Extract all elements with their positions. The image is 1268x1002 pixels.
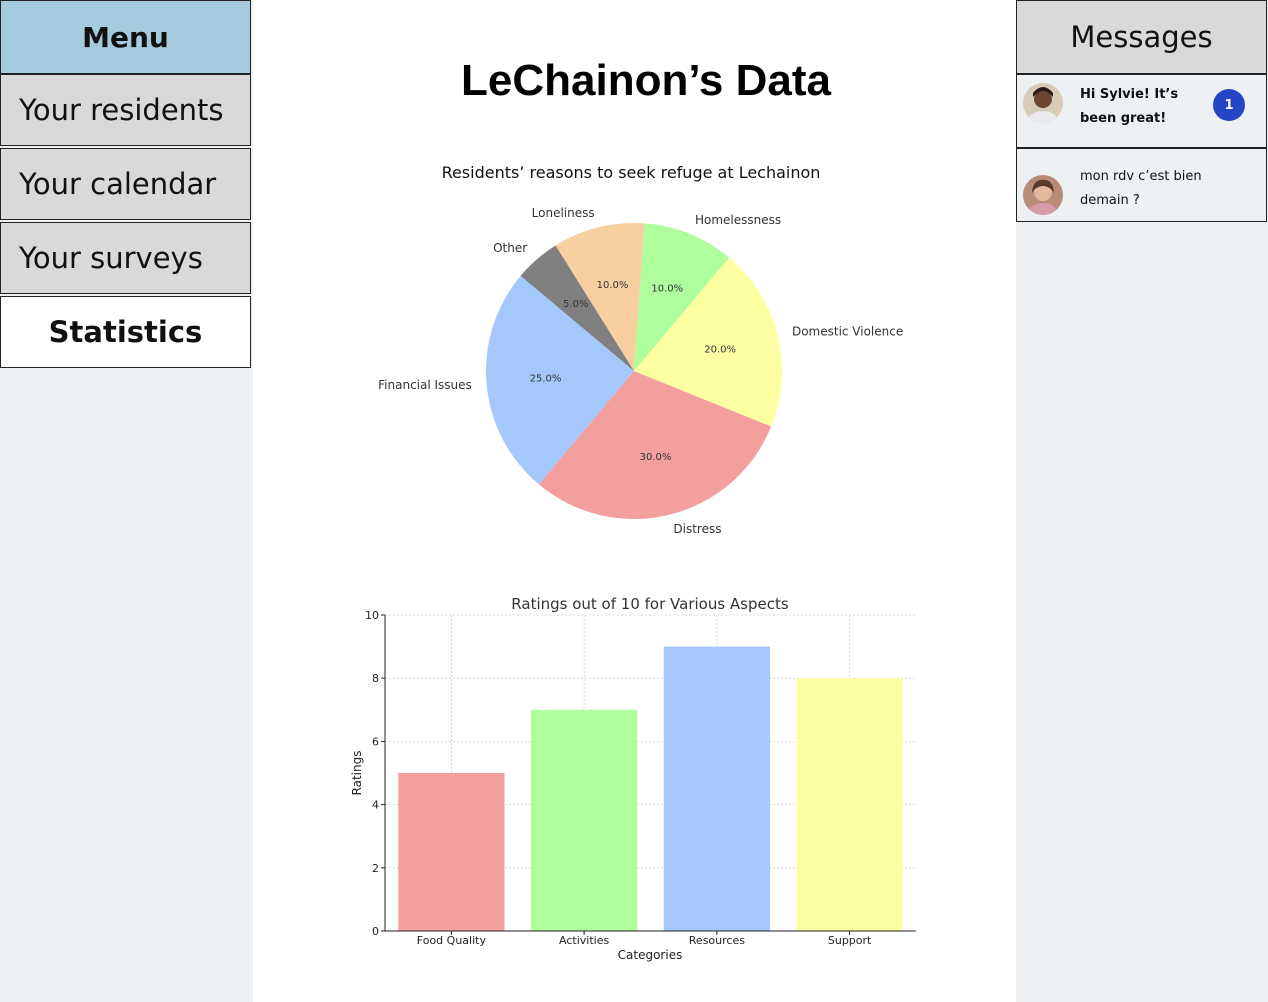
bar-support [796, 678, 903, 931]
pie-slice-domestic-violence [634, 257, 782, 427]
bar-food-quality [398, 773, 505, 931]
pie-pct-label: 20.0% [704, 345, 736, 356]
bar-chart-title: Ratings out of 10 for Various Aspects [511, 595, 789, 613]
menu-item-your-residents[interactable]: Your residents [0, 74, 251, 146]
pie-category-label: Other [493, 241, 527, 255]
pie-slice-financial-issues [486, 275, 634, 485]
avatar [1023, 83, 1063, 123]
pie-pct-label: 30.0% [640, 452, 672, 463]
user-avatar-icon [1023, 175, 1063, 215]
x-tick-label: Support [828, 934, 872, 947]
pie-category-label: Distress [673, 522, 721, 536]
pie-chart-title: Residents’ reasons to seek refuge at Lec… [442, 163, 821, 182]
message-item[interactable]: mon rdv c’est bien demain ? [1016, 148, 1267, 222]
x-tick-label: Activities [559, 934, 609, 947]
bar-resources [663, 646, 770, 931]
bar-chart: Ratings out of 10 for Various Aspects 0 2… [350, 595, 916, 962]
messages-header: Messages [1016, 0, 1267, 74]
message-text: mon rdv c’est bien demain ? [1080, 169, 1202, 208]
pie-chart: Residents’ reasons to seek refuge at Lec… [378, 163, 903, 536]
avatar [1023, 175, 1063, 215]
pie-category-label: Financial Issues [378, 378, 472, 392]
pie-category-label: Loneliness [532, 206, 595, 220]
y-tick-label: 6 [372, 735, 379, 748]
message-item[interactable]: Hi Sylvie! It’s been great! 1 [1016, 74, 1267, 148]
pie-slice-loneliness [555, 223, 645, 371]
menu-item-statistics[interactable]: Statistics [0, 296, 251, 368]
x-tick-label: Food Quality [417, 934, 487, 947]
message-text: Hi Sylvie! It’s been great! [1080, 87, 1179, 126]
menu-header: Menu [0, 0, 251, 74]
pie-pct-label: 10.0% [597, 280, 629, 291]
pie-slice-distress [538, 371, 772, 519]
bar-activities [531, 709, 638, 931]
sidebar-menu: Menu Your residents Your calendar Your s… [0, 0, 252, 1002]
y-tick-label: 0 [372, 925, 379, 938]
y-tick-label: 10 [365, 609, 379, 622]
y-tick-label: 2 [372, 862, 379, 875]
messages-panel: Messages Hi Sylvie! It’s been great! 1 m… [1016, 0, 1268, 1002]
bar-chart-xlabel: Categories [618, 948, 683, 962]
unread-badge: 1 [1213, 89, 1245, 121]
pie-category-label: Domestic Violence [792, 325, 903, 339]
pie-pct-label: 5.0% [563, 299, 588, 310]
pie-slice-homelessness [634, 223, 730, 371]
y-tick-label: 8 [372, 672, 379, 685]
x-tick-label: Resources [689, 934, 745, 947]
bar-chart-ylabel: Ratings [350, 751, 364, 796]
pie-category-label: Homelessness [695, 213, 781, 227]
user-avatar-icon [1023, 83, 1063, 123]
pie-pct-label: 10.0% [651, 284, 683, 295]
menu-item-your-surveys[interactable]: Your surveys [0, 222, 251, 294]
main-content: LeChainon’s Data Residents’ reasons to s… [253, 0, 1017, 1002]
pie-pct-label: 25.0% [530, 374, 562, 385]
menu-item-your-calendar[interactable]: Your calendar [0, 148, 251, 220]
pie-slice-other [520, 245, 634, 371]
page-title: LeChainon’s Data [461, 56, 831, 105]
y-tick-label: 4 [372, 799, 379, 812]
